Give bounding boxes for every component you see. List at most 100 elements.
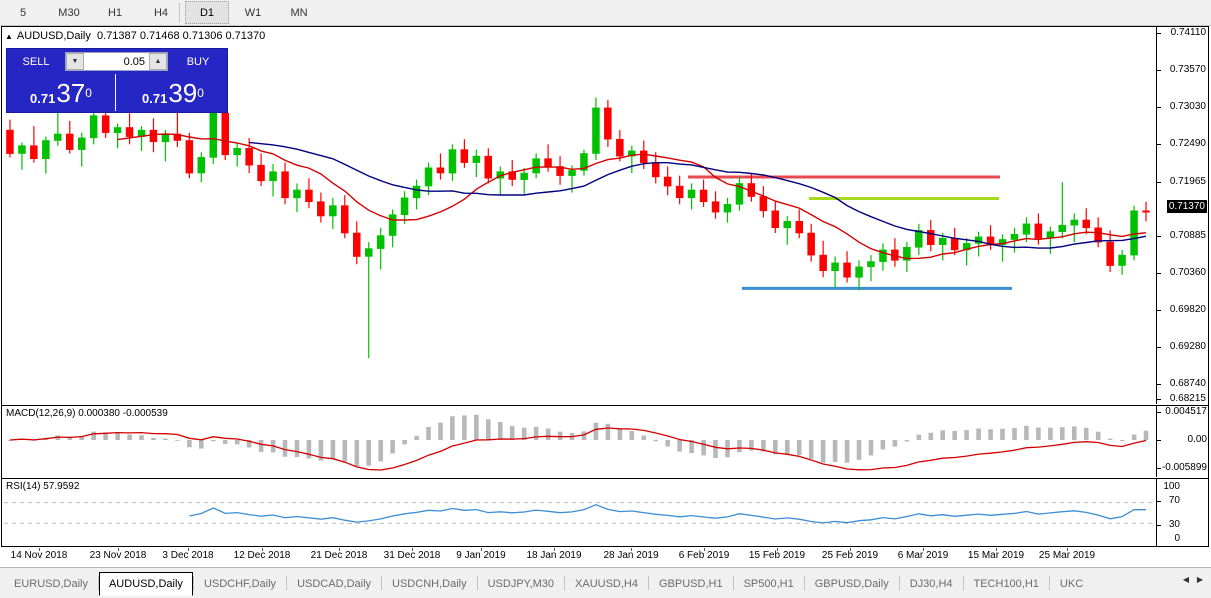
macd-bar bbox=[701, 440, 706, 456]
candle-body bbox=[30, 145, 38, 159]
collapse-triangle-icon[interactable]: ▲ bbox=[5, 31, 13, 41]
candle-body bbox=[1058, 224, 1067, 232]
candle-body bbox=[269, 171, 277, 182]
candle-body bbox=[460, 149, 469, 163]
macd-bar bbox=[880, 440, 886, 450]
timeframe-d1[interactable]: D1 bbox=[185, 1, 229, 24]
macd-bar bbox=[450, 416, 455, 440]
chart-tab-usdchf-daily[interactable]: USDCHF,Daily bbox=[203, 577, 277, 590]
macd-bar bbox=[378, 440, 383, 462]
sell-button[interactable]: SELL bbox=[11, 52, 61, 71]
chart-tab-xauusd-h4[interactable]: XAUUSD,H4 bbox=[575, 577, 638, 590]
candle-body bbox=[257, 164, 265, 182]
candle-body bbox=[520, 172, 528, 180]
timeframe-w1[interactable]: W1 bbox=[244, 6, 262, 19]
candle-body bbox=[914, 230, 923, 248]
chart-tab-eurusd-daily[interactable]: EURUSD,Daily bbox=[14, 577, 88, 590]
chart-tab-usdcad-daily[interactable]: USDCAD,Daily bbox=[297, 577, 372, 590]
chart-tab-dj30-h4[interactable]: DJ30,H4 bbox=[909, 577, 953, 590]
candle-body bbox=[18, 145, 26, 154]
price-axis-tick bbox=[1157, 399, 1161, 400]
timeframe-5[interactable]: 5 bbox=[19, 6, 27, 19]
macd-bar bbox=[952, 430, 957, 440]
tab-scroll-right-icon[interactable]: ▶ bbox=[1196, 575, 1204, 584]
macd-bar bbox=[1000, 428, 1005, 440]
macd-bar bbox=[868, 440, 874, 456]
candle-body bbox=[1142, 210, 1150, 213]
rsi-pane[interactable]: RSI(14) 57.9592 bbox=[2, 478, 1156, 546]
macd-bar bbox=[1024, 425, 1029, 440]
time-axis-label: 25 Feb 2019 bbox=[821, 550, 879, 561]
tab-scroll-controls: ◀ ▶ bbox=[1179, 571, 1209, 588]
macd-axis[interactable]: 0.004517 0.00 -0.005899 bbox=[1156, 405, 1208, 477]
macd-axis-label: 0.004517 bbox=[1165, 406, 1207, 417]
time-axis-label: 31 Dec 2018 bbox=[383, 550, 441, 561]
macd-bar bbox=[820, 440, 826, 463]
macd-bar bbox=[1060, 427, 1065, 440]
time-axis-label: 6 Feb 2019 bbox=[678, 550, 730, 561]
timeframe-m30[interactable]: M30 bbox=[58, 6, 80, 19]
time-axis-tick bbox=[39, 548, 40, 551]
price-axis-tick bbox=[1157, 310, 1161, 311]
time-axis-label: 12 Dec 2018 bbox=[233, 550, 291, 561]
price-axis-label: 0.68740 bbox=[1169, 378, 1206, 389]
volume-stepper[interactable]: ▼ 0.05 ▲ bbox=[65, 52, 168, 71]
chart-tab-tech100-h1[interactable]: TECH100,H1 bbox=[973, 577, 1039, 590]
time-axis[interactable]: 14 Nov 2018 23 Nov 2018 3 Dec 2018 12 Dec 2… bbox=[1, 548, 1209, 566]
macd-bar bbox=[187, 440, 192, 448]
timeframe-h4[interactable]: H4 bbox=[153, 6, 169, 19]
candle-body bbox=[903, 247, 911, 261]
price-axis-label: 0.74110 bbox=[1170, 27, 1206, 38]
macd-bar bbox=[7, 440, 13, 441]
timeframe-h1[interactable]: H1 bbox=[107, 6, 123, 19]
candle-body bbox=[352, 232, 361, 257]
candlestick-plot bbox=[6, 97, 1150, 359]
sell-price-quote[interactable]: 0.71 37 0 bbox=[7, 74, 116, 111]
volume-decrease-icon[interactable]: ▼ bbox=[66, 53, 84, 70]
volume-increase-icon[interactable]: ▲ bbox=[149, 53, 167, 70]
chart-tab-sp500-h1[interactable]: SP500,H1 bbox=[743, 577, 794, 590]
candle-body bbox=[1070, 219, 1079, 226]
candle-body bbox=[1130, 210, 1138, 256]
time-axis-tick bbox=[704, 548, 705, 551]
chart-tab-gbpusd-h1[interactable]: GBPUSD,H1 bbox=[659, 577, 723, 590]
candle-body bbox=[484, 155, 492, 179]
price-axis-label: 0.68215 bbox=[1169, 393, 1206, 404]
volume-value[interactable]: 0.05 bbox=[123, 55, 145, 68]
time-axis-label: 18 Jan 2019 bbox=[526, 550, 582, 561]
candle-body bbox=[376, 235, 385, 249]
chart-tab-usdjpy-m30[interactable]: USDJPY,M30 bbox=[487, 577, 555, 590]
timeframe-mn[interactable]: MN bbox=[290, 6, 308, 19]
macd-bar bbox=[785, 440, 790, 455]
macd-bar bbox=[462, 415, 467, 440]
price-axis[interactable]: 0.74110 0.73570 0.73030 0.72490 0.71965 0.708… bbox=[1156, 27, 1208, 404]
chart-tab-usdcnh-daily[interactable]: USDCNH,Daily bbox=[392, 577, 467, 590]
candle-body bbox=[926, 230, 935, 245]
candle-body bbox=[831, 262, 839, 271]
buy-price-fraction: 0 bbox=[197, 85, 204, 100]
time-axis-tick bbox=[554, 548, 555, 551]
timeframe-buttons: 5 M30 H1 H4 D1 W1 MN bbox=[0, 0, 322, 25]
macd-bar bbox=[617, 428, 623, 440]
macd-bar bbox=[904, 440, 910, 442]
macd-bar bbox=[761, 440, 766, 452]
macd-bar bbox=[163, 438, 168, 440]
time-axis-tick bbox=[850, 548, 851, 551]
macd-bar bbox=[127, 434, 132, 440]
chart-tab-ukc[interactable]: UKC bbox=[1059, 577, 1084, 590]
chart-tab-gbpusd-daily[interactable]: GBPUSD,Daily bbox=[814, 577, 889, 590]
candle-body bbox=[687, 189, 696, 199]
tab-scroll-left-icon[interactable]: ◀ bbox=[1182, 575, 1190, 584]
macd-pane[interactable]: MACD(12,26,9) 0.000380 -0.000539 bbox=[2, 405, 1156, 477]
candle-body bbox=[436, 167, 445, 174]
macd-bar bbox=[976, 428, 981, 440]
rsi-legend: RSI(14) 57.9592 bbox=[6, 481, 80, 492]
buy-button[interactable]: BUY bbox=[173, 52, 223, 71]
candle-body bbox=[293, 189, 301, 199]
chart-tab-audusd-daily[interactable]: AUDUSD,Daily bbox=[98, 572, 193, 596]
tab-divider bbox=[803, 576, 805, 590]
rsi-axis[interactable]: 100 70 30 0 bbox=[1156, 478, 1208, 546]
candle-body bbox=[89, 115, 98, 139]
buy-price-quote[interactable]: 0.71 39 0 bbox=[119, 74, 227, 111]
